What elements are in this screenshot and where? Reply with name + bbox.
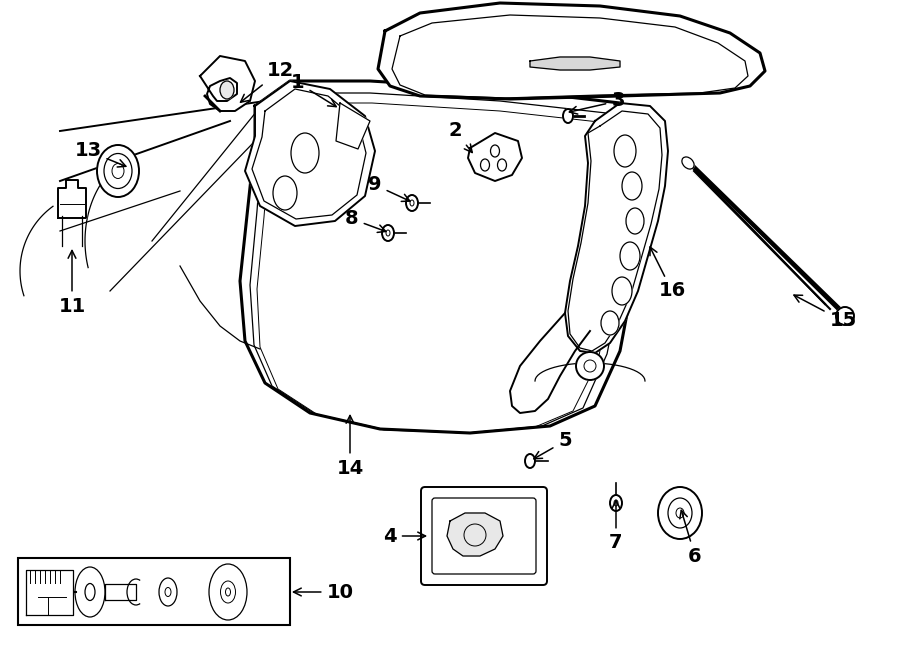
Ellipse shape — [610, 495, 622, 511]
FancyBboxPatch shape — [421, 487, 547, 585]
Ellipse shape — [273, 176, 297, 210]
Text: 10: 10 — [293, 582, 354, 602]
Polygon shape — [105, 584, 136, 600]
Text: 6: 6 — [680, 510, 702, 566]
Ellipse shape — [622, 172, 642, 200]
Text: 2: 2 — [448, 122, 472, 153]
Ellipse shape — [382, 225, 394, 241]
Text: 8: 8 — [346, 210, 386, 233]
Ellipse shape — [209, 564, 247, 620]
Ellipse shape — [525, 454, 535, 468]
Text: 15: 15 — [794, 295, 857, 330]
Text: 5: 5 — [534, 432, 572, 459]
Polygon shape — [336, 103, 370, 149]
Polygon shape — [565, 103, 668, 353]
Text: 13: 13 — [75, 141, 126, 167]
Polygon shape — [58, 180, 86, 218]
Ellipse shape — [682, 157, 694, 169]
Polygon shape — [200, 56, 255, 111]
Polygon shape — [26, 570, 73, 615]
Ellipse shape — [291, 133, 319, 173]
Polygon shape — [240, 81, 655, 433]
Ellipse shape — [576, 352, 604, 380]
Ellipse shape — [601, 311, 619, 335]
Polygon shape — [468, 133, 522, 181]
Ellipse shape — [75, 567, 105, 617]
Text: 9: 9 — [368, 176, 410, 202]
Ellipse shape — [626, 208, 644, 234]
Text: 11: 11 — [58, 251, 86, 315]
Text: 7: 7 — [609, 500, 623, 553]
Polygon shape — [378, 3, 765, 99]
Polygon shape — [530, 57, 620, 70]
Ellipse shape — [620, 242, 640, 270]
FancyBboxPatch shape — [18, 558, 290, 625]
Ellipse shape — [406, 195, 418, 211]
Ellipse shape — [614, 135, 636, 167]
Text: 14: 14 — [337, 416, 364, 477]
Text: 3: 3 — [570, 91, 625, 114]
Polygon shape — [447, 513, 503, 556]
Text: 12: 12 — [240, 61, 293, 102]
Text: 16: 16 — [650, 247, 686, 301]
Ellipse shape — [97, 145, 139, 197]
Text: 4: 4 — [383, 527, 426, 545]
Ellipse shape — [159, 578, 177, 606]
Polygon shape — [245, 81, 375, 226]
Ellipse shape — [220, 81, 234, 99]
Ellipse shape — [612, 277, 632, 305]
Ellipse shape — [658, 487, 702, 539]
Ellipse shape — [836, 307, 854, 325]
FancyBboxPatch shape — [432, 498, 536, 574]
Ellipse shape — [563, 109, 573, 123]
Text: 1: 1 — [292, 73, 337, 106]
